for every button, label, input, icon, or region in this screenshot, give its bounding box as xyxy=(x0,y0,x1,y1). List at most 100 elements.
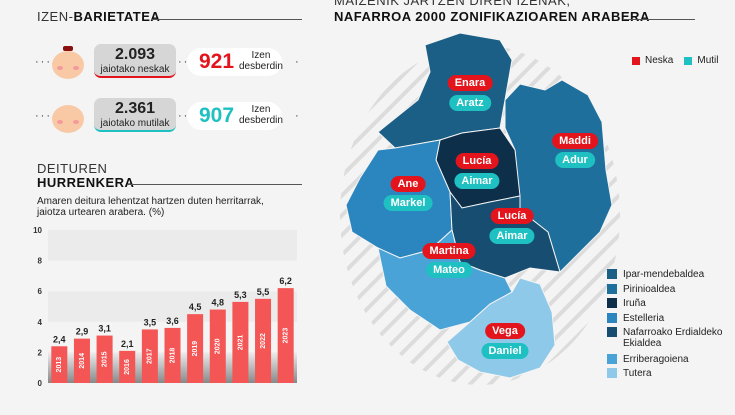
x-category-label: 2020 xyxy=(215,338,222,354)
boy-name-tag: Aimar xyxy=(454,173,500,189)
legend-swatch xyxy=(607,298,617,308)
bar-value-label: 6,2 xyxy=(279,276,292,286)
legend-item: Iruña xyxy=(607,298,735,309)
boy-name-tag: Mateo xyxy=(426,262,472,278)
dots: ·· xyxy=(178,110,190,122)
grid-band xyxy=(48,230,297,261)
unique-label: Izen desberdin xyxy=(239,50,283,72)
girl-name-tag: Maddi xyxy=(552,133,598,149)
bar xyxy=(164,327,181,383)
bar xyxy=(119,350,136,383)
boy-swatch xyxy=(684,56,693,65)
bar-value-label: 2,1 xyxy=(121,339,134,349)
girl-swatch xyxy=(632,56,640,65)
bar-value-label: 5,3 xyxy=(234,290,247,300)
girls-born-box: 2.093 jaiotako neskak xyxy=(94,44,176,78)
map-key: Neska Mutil xyxy=(632,55,718,66)
navarre-map xyxy=(340,32,620,385)
girl-name-tag: Vega xyxy=(485,323,525,339)
x-category-label: 2015 xyxy=(101,351,108,367)
legend-label: Tutera xyxy=(623,368,652,379)
legend-label: Iruña xyxy=(623,298,646,309)
boy-name-tag: Daniel xyxy=(481,343,529,359)
dots: ··· xyxy=(35,56,52,68)
legend-swatch xyxy=(607,284,617,294)
surnames-title-bold: HURRENKERA xyxy=(37,175,135,190)
girls-unique-names: 921 Izen desberdin xyxy=(187,48,283,76)
legend-swatch xyxy=(607,269,617,279)
bar-value-label: 2,4 xyxy=(53,334,66,344)
y-tick-label: 10 xyxy=(33,226,42,235)
bar xyxy=(232,301,249,383)
bar xyxy=(277,288,294,383)
x-category-label: 2022 xyxy=(260,333,267,349)
boy-name-tag: Aimar xyxy=(489,228,535,244)
y-tick-label: 8 xyxy=(38,257,43,266)
y-tick-label: 4 xyxy=(38,318,43,327)
legend-item: Tutera xyxy=(607,368,735,379)
y-tick-label: 0 xyxy=(38,379,43,388)
bar xyxy=(141,329,158,383)
bar xyxy=(187,314,204,383)
x-category-label: 2016 xyxy=(124,359,131,375)
bar xyxy=(255,298,272,383)
bar-value-label: 3,6 xyxy=(166,316,179,326)
legend-label: Erriberagoiena xyxy=(623,354,689,365)
baby-boy-icon xyxy=(52,105,84,133)
y-tick-label: 2 xyxy=(38,348,43,357)
chart-subtitle: Amaren deitura lehentzat hartzen duten h… xyxy=(37,196,264,218)
girl-name-tag: Martina xyxy=(422,243,476,259)
legend-label: Ipar-mendebaldea xyxy=(623,269,705,280)
map-title-light: MAIZENIK JARTZEN DIREN IZENAK, xyxy=(334,0,571,8)
girl-name-tag: Enara xyxy=(447,75,493,91)
boy-name-tag: Markel xyxy=(383,195,433,211)
bar-value-label: 4,5 xyxy=(189,302,202,312)
divider xyxy=(151,19,302,20)
boy-name-tag: Aratz xyxy=(449,95,491,111)
x-category-label: 2014 xyxy=(79,353,86,369)
bar xyxy=(209,309,226,383)
boy-name-tag: Adur xyxy=(555,152,595,168)
legend-label: Nafarroako Erdialdeko Ekialdea xyxy=(623,327,723,349)
dots: ··· xyxy=(35,110,52,122)
girl-name-tag: Ane xyxy=(390,176,426,192)
x-category-label: 2023 xyxy=(283,328,290,344)
boys-unique-names: 907 Izen desberdin xyxy=(187,102,283,130)
legend-item: Estelleria xyxy=(607,313,735,324)
y-tick-label: 6 xyxy=(38,287,43,296)
legend-item: Pirinioaldea xyxy=(607,284,735,295)
bar xyxy=(73,338,90,383)
x-category-label: 2017 xyxy=(147,348,154,364)
baby-girl-icon xyxy=(52,46,84,79)
divider xyxy=(127,184,302,185)
x-category-label: 2019 xyxy=(192,341,199,357)
girl-name-tag: Lucía xyxy=(455,153,499,169)
dots: · xyxy=(295,110,301,122)
legend-item: Ipar-mendebaldea xyxy=(607,269,735,280)
divider xyxy=(623,19,695,20)
bar-value-label: 3,1 xyxy=(98,324,111,334)
x-category-label: 2018 xyxy=(169,348,176,364)
legend-swatch xyxy=(607,313,617,323)
legend-swatch xyxy=(607,368,617,378)
girl-name-tag: Lucía xyxy=(490,208,534,224)
bar-value-label: 4,8 xyxy=(212,298,225,308)
x-category-label: 2013 xyxy=(56,357,63,373)
legend-swatch xyxy=(607,327,617,337)
bar-value-label: 3,5 xyxy=(144,317,157,327)
bar-value-label: 2,9 xyxy=(76,327,89,337)
dots: · xyxy=(295,56,301,68)
x-category-label: 2021 xyxy=(237,335,244,351)
legend-item: Nafarroako Erdialdeko Ekialdea xyxy=(607,327,735,349)
variety-title: IZEN-BARIETATEA xyxy=(37,9,161,24)
legend-item: Erriberagoiena xyxy=(607,354,735,365)
dots: ·· xyxy=(178,56,190,68)
bar xyxy=(51,346,68,383)
surnames-title-light: DEITUREN xyxy=(37,161,108,176)
bar-chart: 0 2 4 6 8 10 2,4 2013 2,9 2014 3,1 2015 2,1 2016 3,5 20… xyxy=(33,226,297,388)
legend-label: Estelleria xyxy=(623,313,665,324)
unique-label: Izen desberdin xyxy=(239,104,283,126)
boys-born-box: 2.361 jaiotako mutilak xyxy=(94,98,176,132)
legend-label: Pirinioaldea xyxy=(623,284,676,295)
bar-value-label: 5,5 xyxy=(257,287,270,297)
